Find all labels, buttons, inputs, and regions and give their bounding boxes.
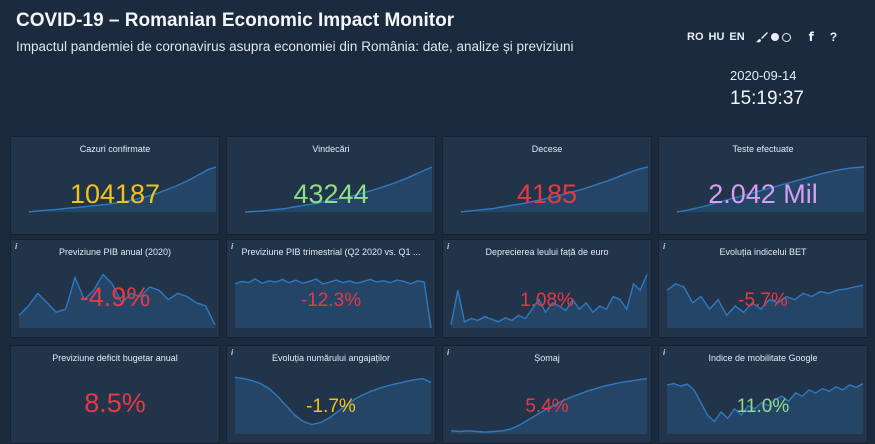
sparkline-area <box>677 167 864 212</box>
paintbrush-icon[interactable] <box>755 31 768 43</box>
lang-hu-link[interactable]: HU <box>708 31 725 43</box>
card-value: 43244 <box>293 179 369 209</box>
card-title: Previziune PIB anual (2020) <box>58 247 172 257</box>
card-title: Decese <box>531 144 563 154</box>
light-theme-dot-icon[interactable] <box>781 32 791 42</box>
sparkline-area <box>235 377 431 434</box>
card-value: 4185 <box>516 179 578 209</box>
card-value: 2.042 Mil <box>708 179 818 209</box>
info-icon[interactable]: i <box>663 242 666 251</box>
kpi-card[interactable]: i Evoluția indicelui BET -5.7% <box>658 239 868 338</box>
card-title: Teste efectuate <box>732 144 794 154</box>
card-value: -1.7% <box>306 396 356 417</box>
sparkline-area <box>29 167 216 212</box>
sparkline-line <box>234 376 432 426</box>
sparkline-line <box>676 166 865 213</box>
card-title: Cazuri confirmate <box>79 144 151 154</box>
card-title: Evoluția numărului angajaților <box>271 353 391 363</box>
sparkline-chart <box>18 273 216 328</box>
info-icon[interactable]: i <box>447 348 450 357</box>
sparkline-line <box>666 283 864 317</box>
kpi-card[interactable]: i Șomaj 5.4% <box>442 345 652 444</box>
sparkline-chart <box>450 377 648 434</box>
card-title: Indice de mobilitate Google <box>708 353 818 363</box>
sparkline-chart <box>234 376 432 434</box>
kpi-card[interactable]: i Indice de mobilitate Google 11.0% <box>658 345 868 444</box>
sparkline-chart <box>676 166 865 213</box>
page-subtitle: Impactul pandemiei de coronavirus asupra… <box>16 39 574 54</box>
lang-en-link[interactable]: EN <box>729 31 745 43</box>
kpi-card[interactable]: i Deprecierea leului față de euro 1.08% <box>442 239 652 338</box>
info-icon[interactable]: i <box>15 242 18 251</box>
sparkline-area <box>667 383 863 434</box>
sparkline-chart <box>460 166 649 213</box>
card-title: Previziune PIB trimestrial (Q2 2020 vs. … <box>241 247 421 257</box>
sparkline-line <box>28 166 217 213</box>
sparkline-area <box>245 167 432 212</box>
kpi-card[interactable]: Decese 4185 <box>442 136 652 235</box>
card-value: -12.3% <box>300 290 362 311</box>
sparkline-chart <box>234 278 432 329</box>
card-value: 104187 <box>69 179 161 209</box>
kpi-card[interactable]: Teste efectuate 2.042 Mil <box>658 136 868 235</box>
sparkline-area <box>451 378 647 434</box>
kpi-card[interactable]: i Previziune PIB anual (2020) -4.9% <box>10 239 220 338</box>
sparkline-chart <box>666 283 864 328</box>
sparkline-line <box>450 377 648 433</box>
sparkline-area <box>19 274 215 328</box>
card-title: Șomaj <box>534 353 560 363</box>
card-title: Previziune deficit bugetar anual <box>52 353 178 363</box>
sparkline-area <box>451 274 647 328</box>
sparkline-chart <box>666 382 864 434</box>
dark-theme-dot-icon[interactable] <box>770 33 779 41</box>
sparkline-line <box>244 166 433 213</box>
card-title: Evoluția indicelui BET <box>719 247 807 257</box>
kpi-card[interactable]: i Evoluția numărului angajaților -1.7% <box>226 345 436 444</box>
sparkline-area <box>667 283 863 328</box>
sparkline-line <box>18 273 216 326</box>
sparkline-line <box>460 166 649 213</box>
sparkline-chart <box>28 166 217 213</box>
sparkline-area <box>235 278 431 328</box>
kpi-card[interactable]: Previziune deficit bugetar anual 8.5% <box>10 345 220 444</box>
page-title: COVID-19 – Romanian Economic Impact Moni… <box>16 10 455 31</box>
kpi-card[interactable]: i Previziune PIB trimestrial (Q2 2020 vs.… <box>226 239 436 338</box>
top-nav: RO HU EN f ? <box>687 30 837 44</box>
current-time: 15:19:37 <box>730 88 804 109</box>
current-date: 2020-09-14 <box>730 68 797 83</box>
sparkline-chart <box>450 274 648 328</box>
info-icon[interactable]: i <box>231 348 234 357</box>
lang-ro-link[interactable]: RO <box>687 31 704 43</box>
sparkline-line <box>234 278 432 329</box>
sparkline-chart <box>244 166 433 213</box>
sparkline-line <box>666 382 864 423</box>
info-icon[interactable]: i <box>447 242 450 251</box>
sparkline-area <box>461 167 648 212</box>
kpi-card[interactable]: Cazuri confirmate 104187 <box>10 136 220 235</box>
info-icon[interactable]: i <box>231 242 234 251</box>
sparkline-line <box>450 274 648 325</box>
kpi-card[interactable]: Vindecări 43244 <box>226 136 436 235</box>
card-value: 5.4% <box>525 396 569 417</box>
card-value: 8.5% <box>84 388 146 418</box>
facebook-icon[interactable]: f <box>808 30 814 44</box>
card-title: Deprecierea leului față de euro <box>485 247 609 257</box>
info-icon[interactable]: i <box>663 348 666 357</box>
card-value: -5.7% <box>738 290 788 311</box>
card-title: Vindecări <box>312 144 350 154</box>
card-value: 1.08% <box>520 290 574 311</box>
help-icon[interactable]: ? <box>829 30 838 44</box>
card-value: 11.0% <box>736 396 790 417</box>
card-value: -4.9% <box>79 282 151 312</box>
